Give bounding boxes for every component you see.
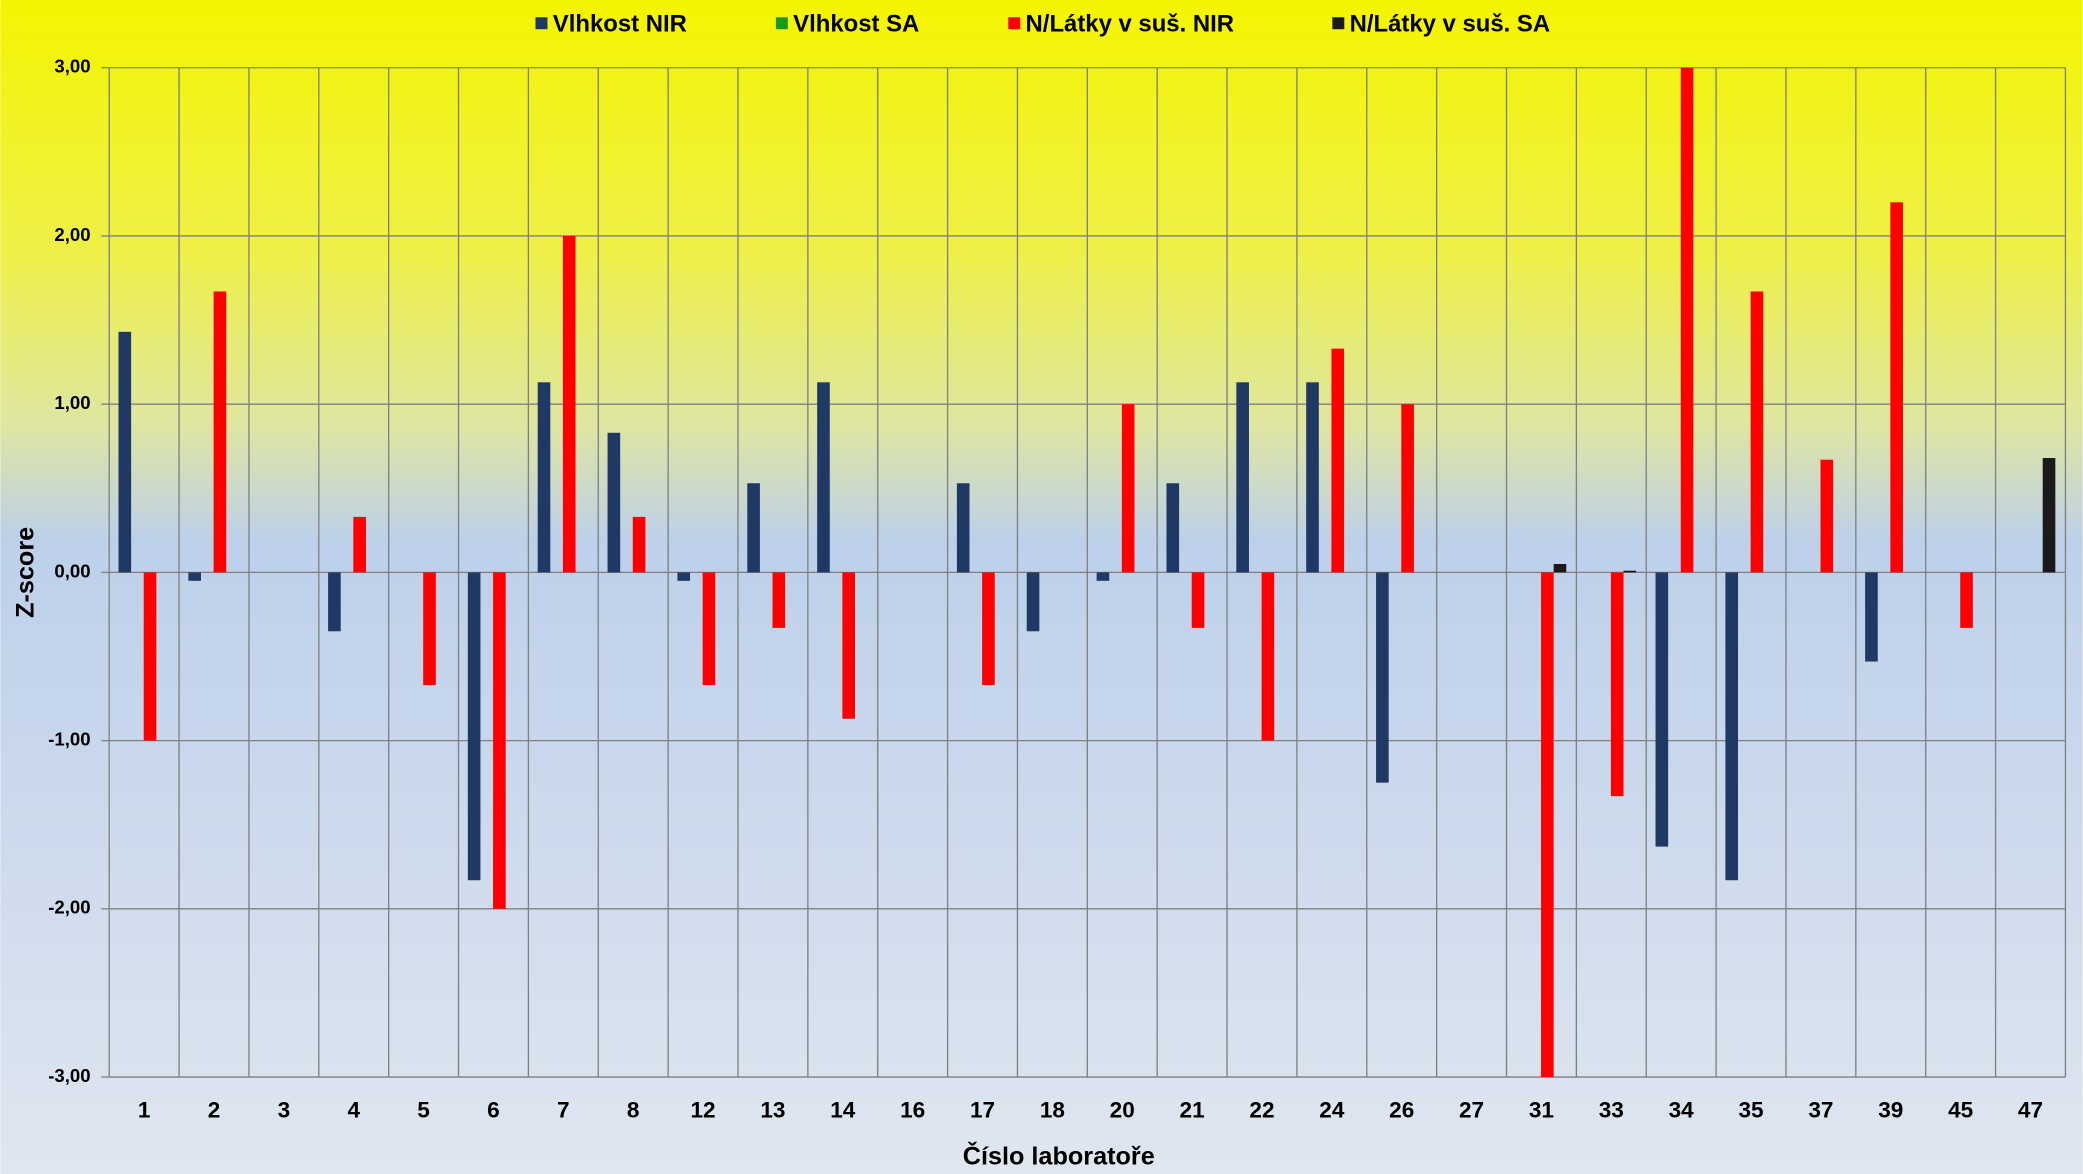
- x-tick-label: 24: [1319, 1098, 1345, 1123]
- y-tick-label: 0,00: [54, 560, 90, 581]
- bar: [1655, 572, 1669, 847]
- legend-label: N/Látky v suš. NIR: [1026, 11, 1234, 38]
- bar: [1680, 67, 1694, 573]
- x-tick-label: 18: [1040, 1098, 1065, 1123]
- bar: [118, 331, 132, 573]
- bar: [1306, 382, 1319, 573]
- legend-swatch: [1332, 17, 1345, 30]
- legend-swatch: [775, 17, 788, 30]
- bar: [1750, 291, 1764, 573]
- bar: [1261, 572, 1275, 741]
- bar: [607, 432, 621, 573]
- x-tick-label: 1: [138, 1098, 151, 1123]
- x-tick-label: 33: [1599, 1098, 1624, 1123]
- bar: [982, 572, 995, 686]
- bar: [537, 382, 551, 573]
- x-tick-label: 45: [1948, 1098, 1973, 1123]
- bar: [632, 516, 646, 573]
- bar: [1541, 572, 1554, 1078]
- bar: [1610, 572, 1624, 797]
- x-tick-label: 16: [900, 1098, 925, 1123]
- x-tick-label: 13: [760, 1098, 785, 1123]
- x-tick-label: 37: [1808, 1098, 1833, 1123]
- x-tick-label: 34: [1669, 1098, 1695, 1123]
- x-tick-label: 39: [1878, 1098, 1903, 1123]
- bar: [1121, 404, 1135, 573]
- bar: [1623, 570, 1637, 573]
- y-tick-label: -1,00: [48, 729, 90, 750]
- x-axis-title: Číslo laboratoře: [963, 1141, 1155, 1171]
- bar: [1191, 572, 1205, 628]
- x-tick-label: 4: [347, 1098, 360, 1123]
- bar: [467, 572, 481, 881]
- grid: [101, 67, 2067, 1078]
- bar: [353, 516, 366, 573]
- bar: [1725, 572, 1739, 881]
- bar: [1820, 459, 1834, 573]
- bar: [1376, 572, 1389, 783]
- y-tick-label: -3,00: [48, 1065, 90, 1086]
- x-tick-label: 14: [830, 1098, 856, 1123]
- x-tick-label: 8: [627, 1098, 640, 1123]
- x-tick-label: 3: [278, 1098, 291, 1123]
- x-tick-label: 27: [1459, 1098, 1484, 1123]
- bar: [213, 291, 227, 573]
- x-tick-label: 5: [417, 1098, 430, 1123]
- x-tick-label: 26: [1389, 1098, 1414, 1123]
- x-tick-label: 7: [557, 1098, 570, 1123]
- y-tick-label: 2,00: [54, 224, 90, 245]
- bar: [677, 572, 691, 581]
- x-tick-label: 35: [1738, 1098, 1763, 1123]
- y-tick-label: 1,00: [54, 392, 90, 413]
- labels: -3,00-2,00-1,000,001,002,003,001 2 3 4 5 6 7 8 1…: [48, 11, 2043, 1123]
- bar: [1890, 202, 1903, 573]
- bar: [702, 572, 716, 686]
- bar: [747, 483, 760, 573]
- x-tick-label: 21: [1180, 1098, 1205, 1123]
- x-tick-label: 6: [487, 1098, 500, 1123]
- legend-label: Vlhkost NIR: [553, 11, 687, 38]
- legend-swatch: [535, 17, 548, 30]
- bar: [817, 382, 830, 573]
- bar: [1865, 572, 1878, 662]
- bar: [1401, 404, 1414, 573]
- bar: [2042, 458, 2056, 573]
- legend-label: N/Látky v suš. SA: [1350, 11, 1551, 38]
- bar: [1553, 563, 1567, 573]
- x-tick-label: 22: [1249, 1098, 1274, 1123]
- x-tick-label: 47: [2018, 1098, 2043, 1123]
- bar: [842, 572, 856, 719]
- y-tick-label: 3,00: [54, 56, 90, 77]
- x-tick-label: 31: [1529, 1098, 1554, 1123]
- bar: [423, 572, 436, 686]
- bar: [328, 572, 341, 632]
- legend-label: Vlhkost SA: [793, 11, 919, 38]
- x-tick-label: 20: [1110, 1098, 1135, 1123]
- y-axis-title: Z-score: [12, 527, 40, 618]
- bar: [1096, 572, 1110, 581]
- bar: [143, 572, 157, 741]
- bar: [1331, 348, 1345, 573]
- bar: [493, 572, 506, 909]
- bar: [1026, 572, 1040, 632]
- bar: [1236, 382, 1249, 573]
- bar: [956, 483, 970, 573]
- bar: [772, 572, 786, 628]
- x-tick-label: 17: [970, 1098, 995, 1123]
- legend-swatch: [1008, 17, 1021, 30]
- bar: [1166, 483, 1180, 573]
- bar: [562, 235, 576, 573]
- bar: [1960, 572, 1973, 628]
- y-tick-label: -2,00: [48, 897, 90, 918]
- bars: [118, 67, 2056, 1078]
- x-tick-label: 2: [208, 1098, 221, 1123]
- bar: [188, 572, 201, 581]
- x-tick-label: 12: [691, 1098, 716, 1123]
